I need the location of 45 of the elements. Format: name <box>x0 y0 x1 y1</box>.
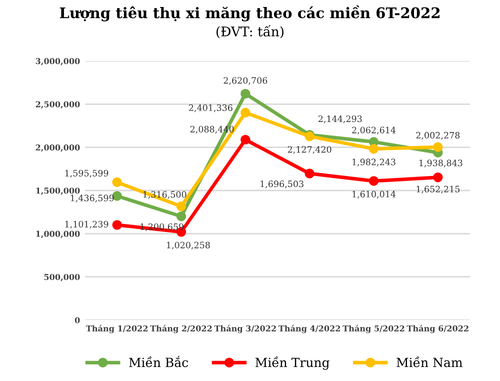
data-label: 1,938,843 <box>419 160 462 168</box>
point <box>112 220 122 230</box>
data-label: 1,101,239 <box>65 220 108 229</box>
data-label: 1,610,014 <box>352 190 396 198</box>
y-tick-label: 0 <box>74 317 80 324</box>
data-label: 2,144,293 <box>318 116 362 124</box>
chart-subtitle: (ĐVT: tấn) <box>216 25 284 38</box>
point <box>240 108 250 118</box>
chart-title: Lượng tiêu thụ xi măng theo các miền 6T-2022 <box>60 5 440 22</box>
data-label: 2,002,278 <box>416 132 460 140</box>
y-tick-label: 500,000 <box>44 274 80 282</box>
data-label: 2,620,706 <box>224 77 268 85</box>
x-tick-label: Tháng 4/2022 <box>278 324 340 334</box>
point <box>176 211 186 222</box>
data-label: 1,436,599 <box>70 194 114 202</box>
point <box>240 88 250 99</box>
x-tick-label: Tháng 6/2022 <box>406 324 468 334</box>
point <box>176 201 186 212</box>
point <box>368 144 379 154</box>
data-label: 1,696,503 <box>260 180 304 188</box>
legend-label: Miền Nam <box>396 356 462 368</box>
data-label: 2,401,336 <box>189 104 232 112</box>
x-tick-label: Tháng 1/2022 <box>86 324 148 334</box>
data-label: 1,652,215 <box>416 186 460 194</box>
y-tick-label: 1,000,000 <box>36 230 80 238</box>
legend-label: Miền Bắc <box>129 356 188 368</box>
x-tick-label: Tháng 2/2022 <box>150 324 212 334</box>
point <box>304 168 314 178</box>
data-label: 1,020,258 <box>166 242 210 250</box>
point <box>240 134 250 145</box>
x-tick-label: Tháng 5/2022 <box>342 324 404 334</box>
legend-label: Miền Trung <box>255 356 330 370</box>
y-tick-label: 3,000,000 <box>36 58 80 66</box>
y-tick-label: 2,500,000 <box>36 101 80 109</box>
point <box>433 142 443 152</box>
point <box>433 172 443 182</box>
y-tick-label: 1,500,000 <box>36 188 80 195</box>
point <box>368 176 379 186</box>
point <box>112 177 122 188</box>
data-label: 2,127,420 <box>288 146 332 154</box>
y-tick-label: 2,000,000 <box>36 144 80 152</box>
data-label: 2,062,614 <box>352 126 396 134</box>
data-label: 1,595,599 <box>65 170 108 178</box>
data-label: 1,982,243 <box>352 158 396 166</box>
x-tick-label: Tháng 3/2022 <box>214 324 276 334</box>
